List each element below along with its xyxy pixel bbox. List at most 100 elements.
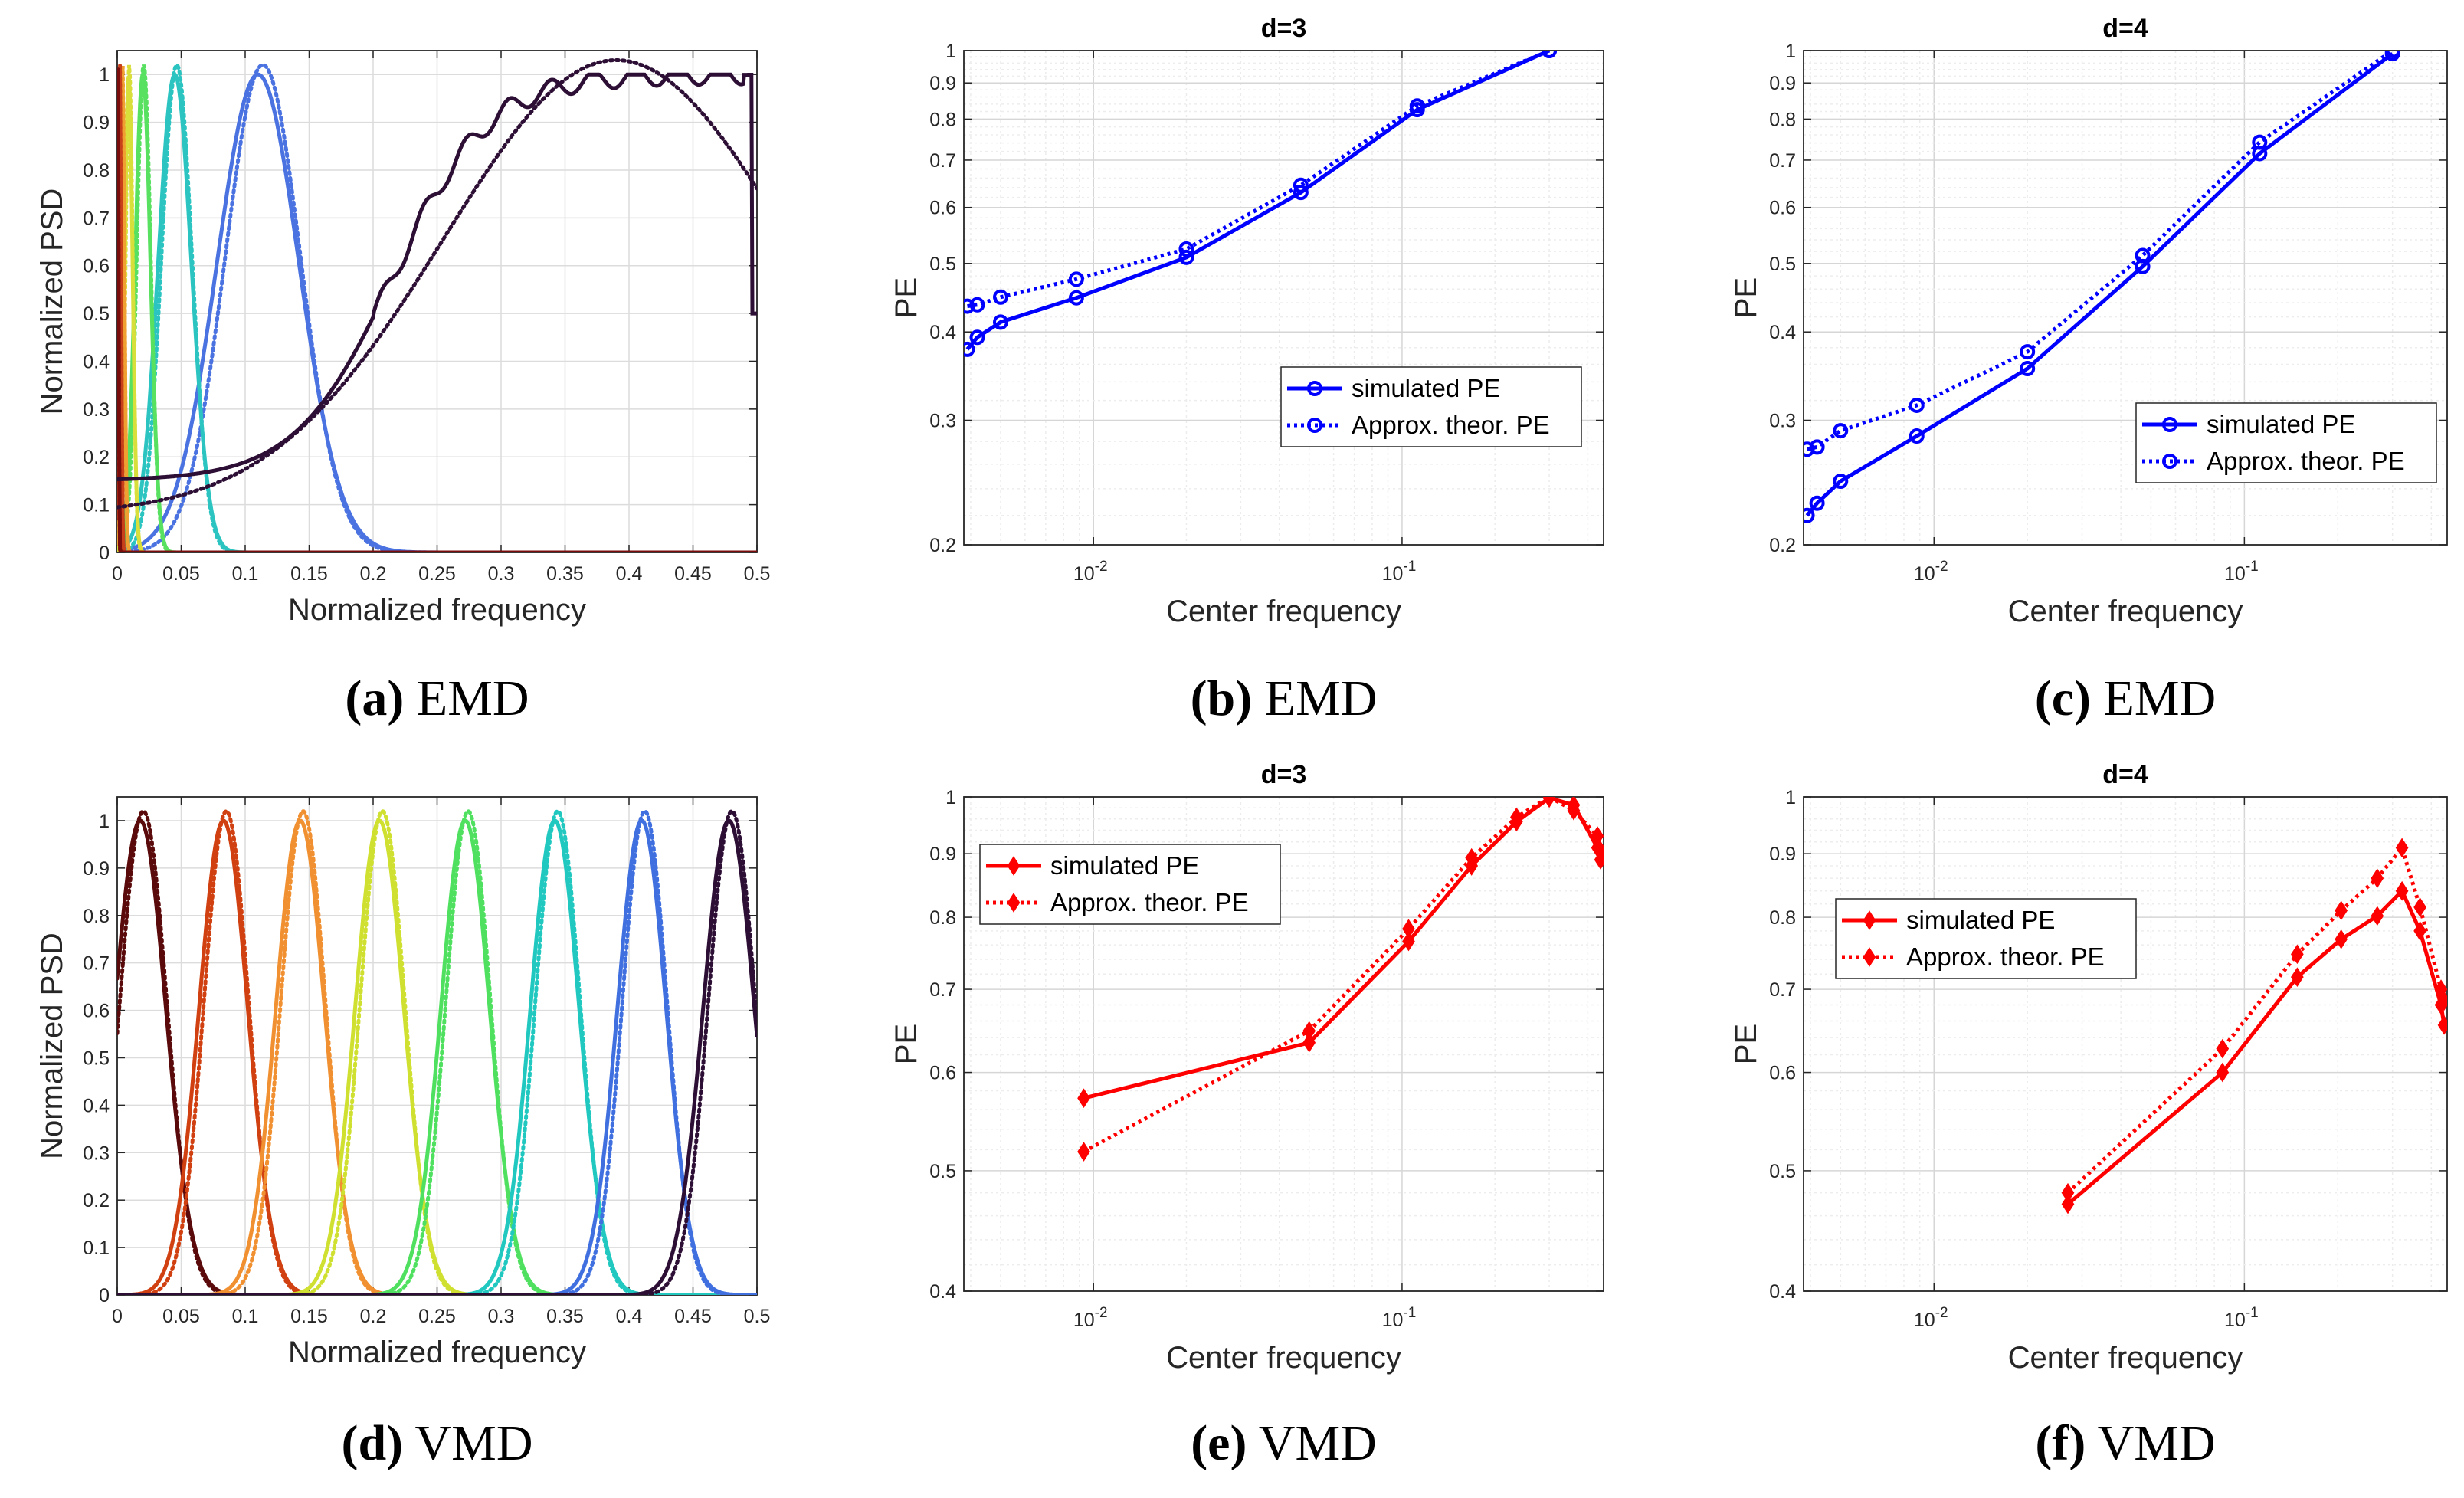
- x-tick-label: 0.1: [232, 1306, 259, 1327]
- plot-content: [964, 51, 1558, 357]
- data-point: [1465, 847, 1479, 868]
- x-tick-label: 0.35: [546, 563, 584, 585]
- data-point: [1804, 507, 1815, 523]
- y-tick-label: 1: [1785, 787, 1796, 808]
- caption-letter: (b): [1191, 670, 1253, 726]
- x-tick-exponent: -2: [1095, 1305, 1108, 1321]
- y-tick-label: 0.7: [1769, 979, 1796, 1001]
- data-point: [1302, 1032, 1316, 1053]
- y-tick-label: 0.8: [83, 906, 110, 927]
- plot-content: [1804, 51, 2400, 523]
- data-point: [2371, 868, 2384, 889]
- data-point: [1402, 919, 1415, 939]
- y-tick-label: 0.3: [83, 399, 110, 421]
- x-tick-label: 10-2: [1914, 559, 1948, 585]
- data-point: [1809, 495, 1825, 511]
- data-point: [992, 314, 1008, 330]
- y-tick-label: 0.8: [929, 109, 956, 130]
- x-tick-label: 0.15: [290, 563, 328, 585]
- legend-label: simulated PE: [1906, 906, 2055, 934]
- x-tick-label: 0.4: [616, 563, 643, 585]
- panel-d: 0 0.05 0.1 0.15 0.2 0.25 0.3 0.35 0.4 0.45 0.5 0 0.1…: [35, 796, 771, 1369]
- plot-content: [117, 58, 757, 552]
- caption-a: (a) EMD: [345, 670, 529, 726]
- data-point: [1594, 850, 1604, 870]
- legend-marker: [1007, 856, 1021, 876]
- series-line-approx: [967, 51, 1551, 309]
- plot-area: [1804, 797, 2447, 1291]
- legend-label: simulated PE: [1050, 851, 1199, 880]
- legend-box: [979, 844, 1281, 925]
- data-point: [2291, 944, 2304, 965]
- x-tick-label: 0.5: [744, 563, 771, 585]
- legend-marker: [1307, 381, 1322, 396]
- psd-curve: [117, 72, 757, 552]
- data-point: [2413, 897, 2426, 917]
- x-tick-exponent: -2: [1935, 559, 1948, 575]
- x-tick-label: 10-2: [1073, 559, 1108, 585]
- y-tick-label: 0.3: [929, 411, 956, 432]
- y-tick-label: 0.1: [83, 495, 110, 516]
- legend-label: Approx. theor. PE: [1050, 888, 1249, 916]
- x-tick-label: 0.35: [546, 1306, 584, 1327]
- data-point: [1909, 428, 1925, 444]
- grid: [1804, 50, 2447, 546]
- data-point: [969, 329, 985, 346]
- data-point: [2437, 1015, 2447, 1035]
- panel-title: d=4: [2102, 760, 2148, 789]
- caption-d: (d) VMD: [342, 1415, 533, 1471]
- caption-letter: (f): [2035, 1415, 2086, 1471]
- x-tick-label: 0.5: [744, 1306, 771, 1327]
- legend-label: simulated PE: [1352, 374, 1500, 402]
- legend-label: Approx. theor. PE: [1352, 411, 1550, 439]
- legend-marker: [2162, 417, 2177, 432]
- y-tick-label: 0.9: [929, 73, 956, 94]
- y-tick-label: 0.6: [1769, 1063, 1796, 1084]
- y-tick-label: 0.9: [929, 844, 956, 865]
- x-tick-label: 0.2: [360, 1306, 387, 1327]
- psd-curve-approx: [117, 809, 757, 1295]
- y-axis-label: Normalized PSD: [35, 188, 69, 415]
- y-tick-label: 0.7: [83, 953, 110, 975]
- data-point: [2437, 991, 2447, 1011]
- x-axis-label: Center frequency: [2008, 595, 2243, 628]
- x-tick-label: 0.05: [162, 563, 200, 585]
- y-tick-label: 0: [99, 542, 110, 564]
- legend-marker: [1307, 418, 1322, 433]
- data-point: [1909, 397, 1925, 413]
- x-tick-label: 10-2: [1073, 1305, 1108, 1331]
- y-tick-label: 0.4: [83, 1095, 110, 1116]
- data-point: [1293, 185, 1309, 201]
- x-tick-label: 0.4: [616, 1306, 643, 1327]
- psd-curve-approx: [117, 808, 757, 1295]
- legend-box: [2135, 402, 2437, 483]
- y-tick-label: 0.7: [929, 150, 956, 172]
- caption-letter: (e): [1191, 1415, 1247, 1471]
- y-tick-label: 0.6: [929, 1063, 956, 1084]
- psd-curve-approx: [117, 809, 757, 1295]
- y-tick-label: 1: [99, 811, 110, 832]
- x-tick-label: 10-1: [2224, 1305, 2259, 1331]
- data-point: [964, 298, 975, 314]
- axes-box: [963, 50, 1604, 546]
- data-point: [1068, 290, 1084, 306]
- data-point: [2413, 921, 2426, 941]
- x-tick-exponent: -1: [1403, 1305, 1416, 1321]
- y-tick-label: 0.8: [83, 160, 110, 182]
- caption-f: (f) VMD: [2035, 1415, 2215, 1471]
- y-tick-label: 0.5: [83, 1047, 110, 1069]
- legend: simulated PE Approx. theor. PE: [979, 844, 1281, 925]
- data-point: [2335, 929, 2348, 949]
- x-tick-label: 10-1: [1382, 559, 1417, 585]
- y-tick-label: 0.5: [1769, 1161, 1796, 1182]
- axes-box: [963, 796, 1604, 1292]
- y-axis-label: Normalized PSD: [35, 933, 69, 1159]
- caption-text: EMD: [2091, 670, 2216, 726]
- data-point: [2061, 1182, 2075, 1203]
- data-point: [969, 297, 985, 313]
- caption-letter: (a): [345, 670, 404, 726]
- y-tick-label: 0.9: [1769, 844, 1796, 865]
- data-point: [1178, 241, 1194, 257]
- psd-curve-approx: [117, 63, 757, 552]
- data-point: [1591, 826, 1604, 846]
